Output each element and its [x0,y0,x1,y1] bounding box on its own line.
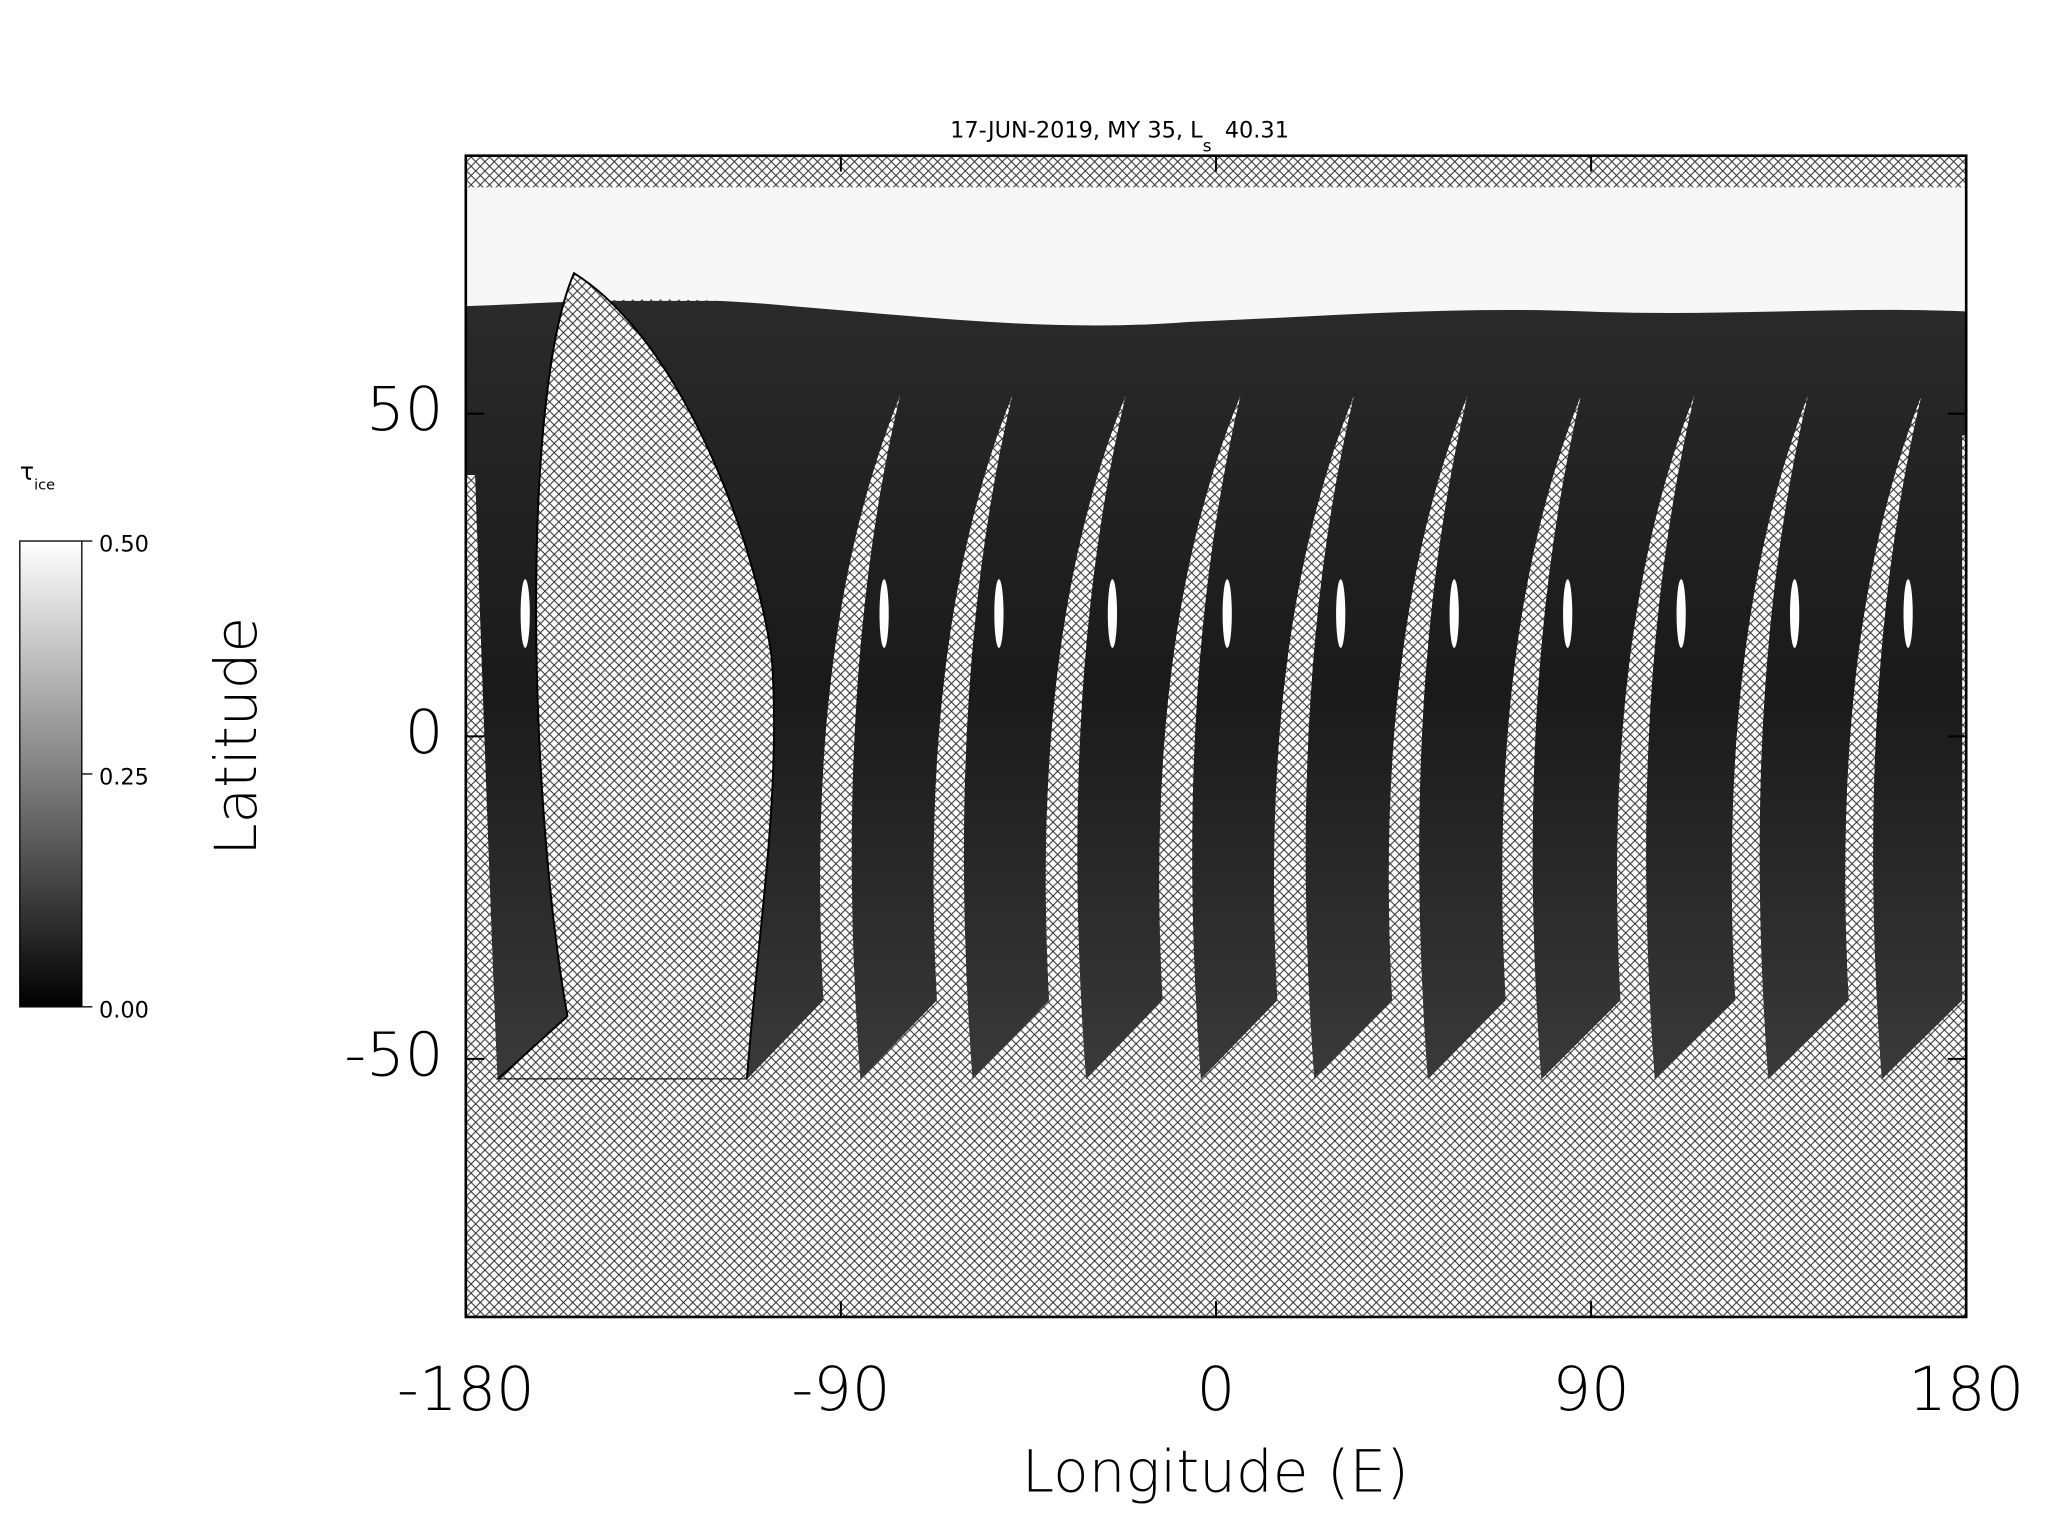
missing-data [1314,395,1468,1080]
chart-title: 17-JUN-2019, MY 35, Ls 40.31 [950,117,1289,156]
colorbar-tick-label: 0.00 [99,997,149,1023]
missing-data [1541,395,1695,1080]
missing-data [1654,395,1808,1080]
data-gap [994,579,1004,648]
missing-data [1200,395,1354,1080]
y-axis-title: Latitude [202,617,270,856]
colorbar-title: τice [20,457,55,494]
data-gap [1336,579,1346,648]
x-tick-label: 90 [1552,1355,1629,1425]
data-gap [1449,579,1459,648]
colorbar-tick-label: 0.50 [99,531,149,557]
missing-data [1768,395,1922,1080]
data-gap [1676,579,1686,648]
polar-cap [465,187,1967,326]
x-axis-title: Longitude (E) [1022,1437,1409,1505]
y-tick-label: 50 [366,375,443,445]
data-gap [879,579,889,648]
data-gap [1903,579,1913,648]
missing-data [746,395,900,1080]
colorbar-symbol: τ [20,457,34,485]
data-gap [1790,579,1800,648]
missing-data [465,475,498,1080]
data-gap [1222,579,1232,648]
data-gap [1563,579,1573,648]
data-gap [520,579,530,648]
x-tick-label: -90 [791,1355,890,1425]
missing-data [1086,395,1241,1080]
missing-data [1881,435,1967,1080]
missing-data [494,271,776,1081]
colorbar-tick-label: 0.25 [99,764,149,790]
x-tick-label: 180 [1908,1355,2024,1425]
map-image [465,155,1967,1317]
colorbar [19,540,83,1008]
title-subscript: s [1203,136,1212,156]
missing-data [465,1079,1967,1317]
title-value: 40.31 [1225,117,1289,143]
data-gap [1107,579,1118,648]
title-text: 17-JUN-2019, MY 35, L [950,117,1203,143]
x-tick-label: 0 [1197,1355,1236,1425]
colorbar-subscript: ice [34,478,55,494]
y-tick-label: 0 [405,698,444,768]
x-tick-label: -180 [397,1355,535,1425]
missing-data [1427,395,1581,1080]
missing-data [972,395,1126,1080]
y-tick-label: -50 [344,1020,443,1090]
missing-data [860,395,1013,1080]
